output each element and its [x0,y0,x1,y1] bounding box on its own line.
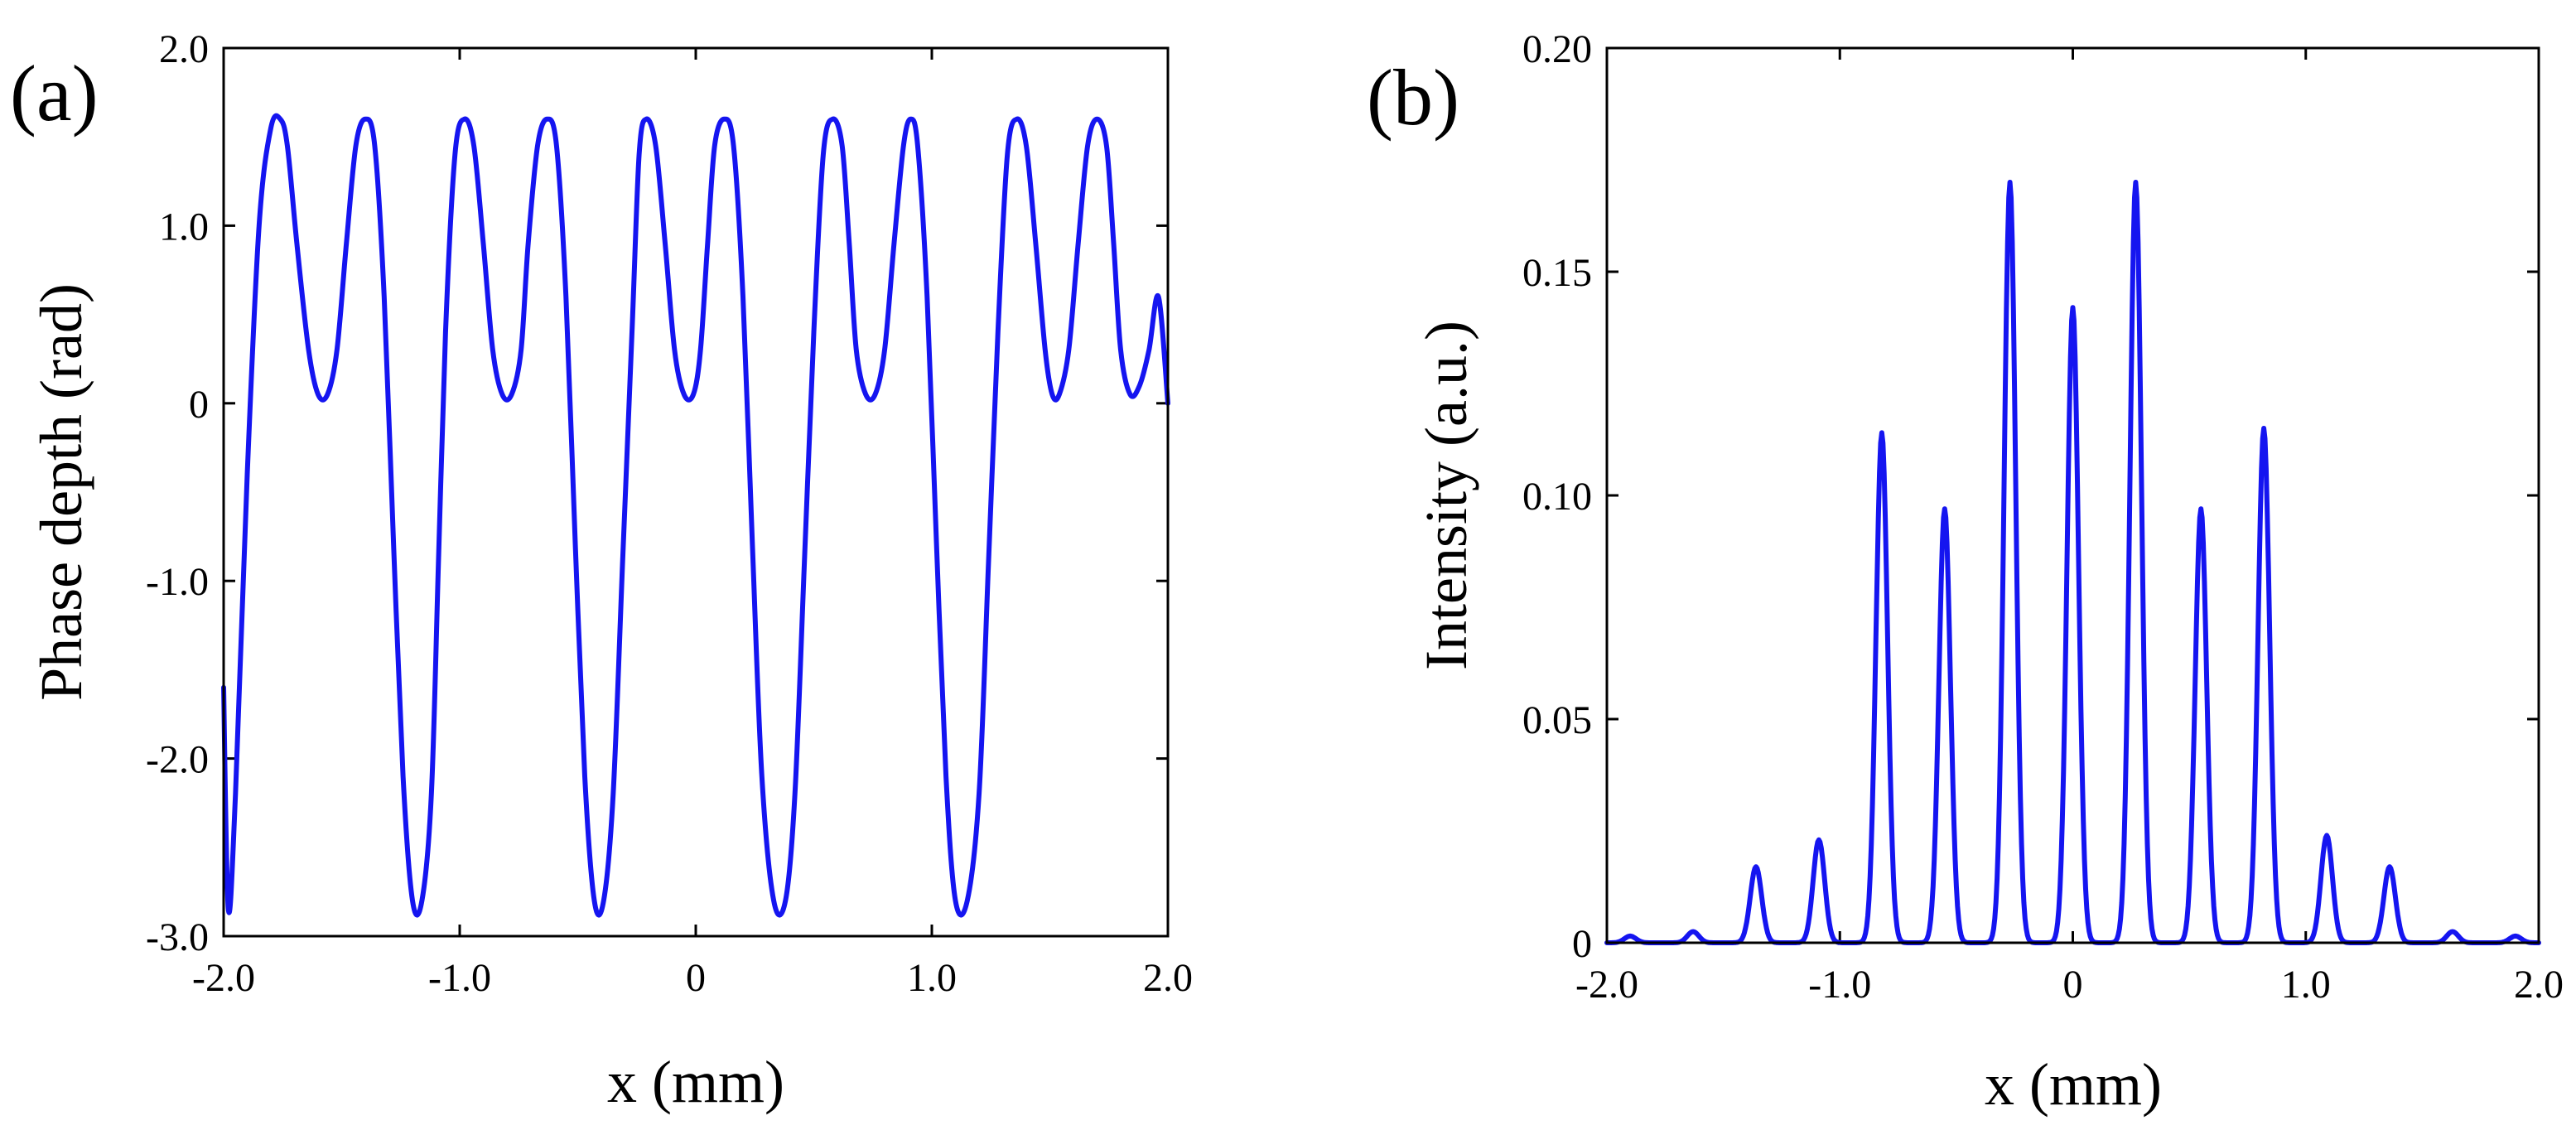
y-tick-label: 0.05 [1522,698,1592,742]
x-tick-label: 2.0 [2514,963,2564,1007]
x-tick-label: 1.0 [2281,963,2331,1007]
phase-depth-line [221,113,1170,918]
y-tick-label: 0 [1572,922,1592,966]
y-tick-label: 0 [189,383,209,427]
x-tick-label: -1.0 [1808,963,1871,1007]
panel-a-y-axis-label: Phase depth (rad) [28,283,94,701]
panel-a-phase-depth: (a) -3.0-2.0-1.001.02.0 -2.0 -1.0 0 1.0 2.0 … [10,27,1193,1115]
x-tick-label: 1.0 [907,956,957,1000]
x-tick-label: 0 [686,956,706,1000]
x-tick-label: 0 [2063,963,2083,1007]
x-tick-label: -2.0 [192,956,255,1000]
y-tick-label: 0.15 [1522,251,1592,295]
y-tick-label: -1.0 [146,560,209,604]
x-tick-label: 2.0 [1143,956,1193,1000]
y-tick-label: 1.0 [159,205,209,249]
panel-a-plot-frame [222,46,1170,938]
panel-a-label: (a) [10,49,99,138]
panel-a-x-axis-label: x (mm) [607,1049,784,1115]
panel-b-plot-frame [1605,46,2540,944]
panel-b-y-axis-label: Intensity (a.u.) [1413,321,1479,670]
panel-b-intensity: (b) 0 0.05 0.10 0.15 0.20 -2.0 -1.0 0 1.0 2.0 In… [1367,27,2564,1118]
y-tick-label: 0.20 [1522,27,1592,71]
intensity-line [1604,180,2541,945]
y-tick-label: -3.0 [146,915,209,959]
panel-b-x-axis-label: x (mm) [1985,1051,2162,1118]
y-tick-label: 2.0 [159,27,209,71]
panel-b-label: (b) [1367,53,1459,142]
x-tick-label: -1.0 [428,956,491,1000]
x-tick-label: -2.0 [1575,963,1638,1007]
y-tick-label: 0.10 [1522,475,1592,519]
y-tick-label: -2.0 [146,738,209,782]
